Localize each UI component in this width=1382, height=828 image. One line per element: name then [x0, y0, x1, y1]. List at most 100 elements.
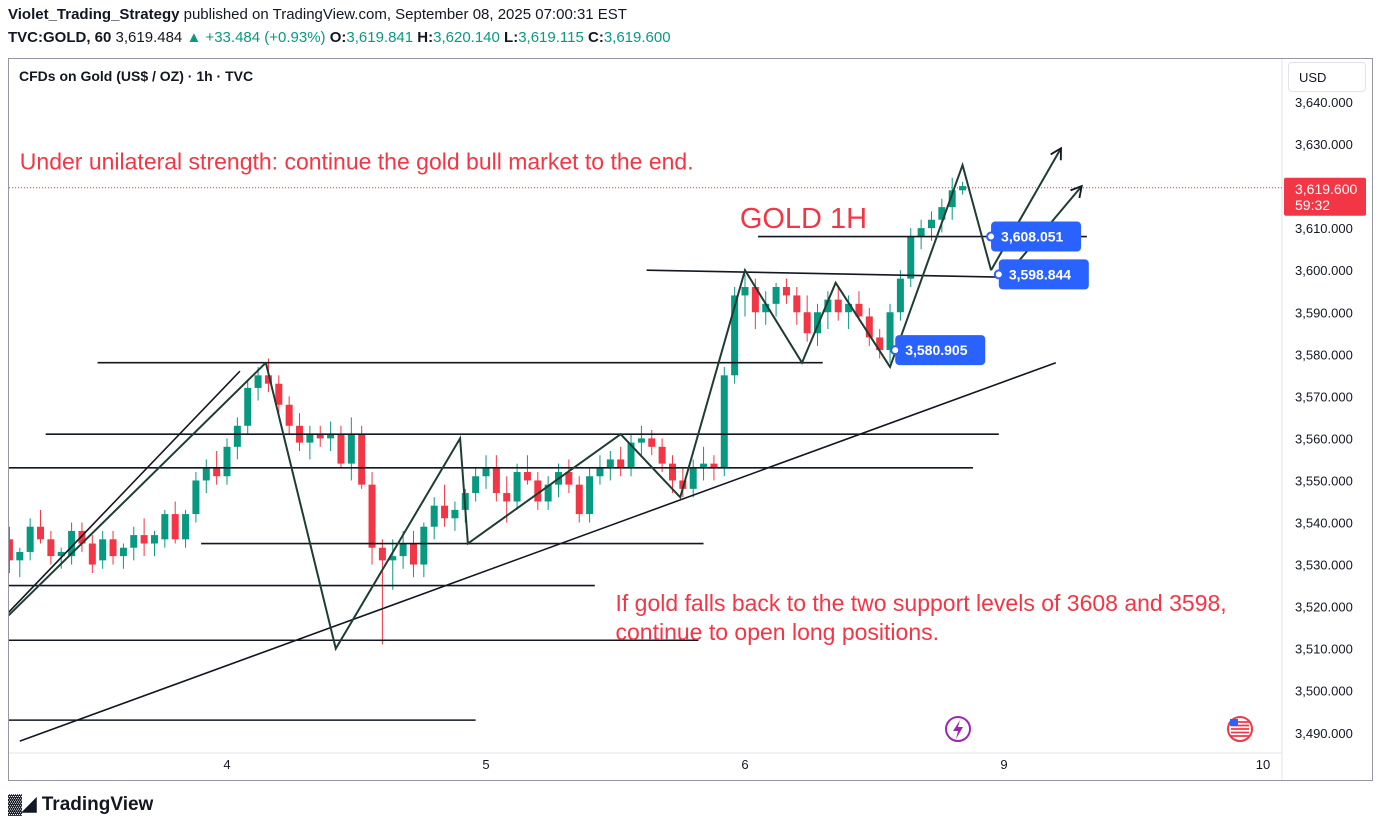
annotation-text[interactable]: Under unilateral strength: continue the …: [20, 148, 694, 174]
author-name[interactable]: Violet_Trading_Strategy: [8, 6, 180, 23]
price-label[interactable]: 3,598.844: [993, 259, 1089, 290]
candle-body: [420, 526, 428, 565]
trend-line[interactable]: [0, 370, 241, 665]
candle: [327, 421, 335, 452]
candle-body: [327, 434, 335, 439]
candle-body: [119, 547, 127, 557]
candle: [627, 434, 635, 477]
annotation-text[interactable]: GOLD 1H: [740, 203, 867, 235]
candle: [306, 425, 314, 460]
wave-path-left[interactable]: [0, 361, 267, 666]
price-label[interactable]: 3,608.051: [986, 221, 1082, 252]
candle: [389, 539, 397, 590]
candle: [171, 501, 179, 544]
candle-body: [689, 467, 697, 489]
candle: [803, 295, 811, 342]
candle: [534, 472, 542, 510]
lightning-event-icon[interactable]: [945, 716, 971, 742]
price-change: ▲ +33.484 (+0.93%): [186, 29, 326, 46]
candle: [192, 472, 200, 523]
wave-path[interactable]: [264, 161, 993, 652]
candle-body: [793, 295, 801, 313]
candle-body: [886, 312, 894, 351]
candle-body: [731, 295, 739, 376]
candle: [233, 417, 241, 460]
candle-body: [606, 459, 614, 468]
candle-body: [492, 467, 500, 494]
currency-selector[interactable]: USD: [1288, 62, 1366, 92]
candle: [834, 287, 842, 321]
ohlc-line: TVC:GOLD, 60 3,619.484 ▲ +33.484 (+0.93%…: [8, 29, 671, 46]
candle-body: [648, 438, 656, 447]
annotation-text[interactable]: continue to open long positions.: [616, 619, 940, 645]
y-tick-label: 3,490.000: [1295, 726, 1353, 741]
candle: [668, 455, 676, 494]
candle: [451, 501, 459, 531]
high-label: H:: [417, 29, 434, 46]
candle-body: [161, 514, 169, 540]
candle: [762, 291, 770, 325]
y-tick-label: 3,570.000: [1295, 389, 1353, 404]
price-label-text: 3,598.844: [1009, 266, 1071, 282]
candle: [575, 476, 583, 523]
candle-body: [347, 434, 355, 464]
candle: [285, 396, 293, 435]
candle-body: [57, 551, 65, 557]
candle-body: [668, 463, 676, 481]
y-tick-label: 3,540.000: [1295, 516, 1353, 531]
candle-body: [171, 514, 179, 540]
candle: [741, 274, 749, 317]
candle-body: [523, 472, 531, 481]
candle: [244, 379, 252, 435]
candle: [544, 476, 552, 510]
candle-body: [264, 375, 272, 384]
candle-body: [544, 484, 552, 502]
candle: [617, 446, 625, 477]
us-flag-event-icon[interactable]: [1227, 716, 1253, 742]
y-tick-label: 3,640.000: [1295, 95, 1353, 110]
candle: [720, 366, 728, 477]
candle-body: [9, 539, 13, 561]
annotation-text[interactable]: If gold falls back to the two support le…: [616, 590, 1227, 616]
candle: [938, 198, 946, 233]
candle-body: [565, 472, 573, 485]
candle-body: [37, 526, 45, 540]
candle-body: [959, 186, 967, 191]
price-label-anchor: [993, 269, 1004, 280]
chart-frame: [8, 58, 1373, 781]
candle: [441, 484, 449, 527]
candle: [378, 539, 386, 645]
chart-title: CFDs on Gold (US$ / OZ) · 1h · TVC: [19, 68, 254, 84]
candle-body: [834, 299, 842, 313]
candle-body: [658, 446, 666, 464]
candle-body: [938, 207, 946, 220]
candle: [793, 287, 801, 325]
last-price-tag: [1284, 177, 1366, 216]
candle: [358, 425, 366, 489]
low-label: L:: [504, 29, 519, 46]
candle: [658, 438, 666, 473]
trend-line[interactable]: [19, 361, 1057, 742]
candle: [296, 413, 304, 452]
candle-body: [254, 375, 262, 388]
candle-body: [130, 535, 138, 548]
price-label[interactable]: 3,580.905: [890, 335, 986, 366]
candle-body: [441, 505, 449, 519]
candle-body: [451, 509, 459, 519]
candle-body: [876, 337, 884, 351]
candle-body: [285, 404, 293, 426]
candle-body: [627, 442, 635, 468]
x-tick-label: 5: [482, 757, 489, 772]
candle: [586, 467, 594, 523]
candle-body: [140, 535, 148, 544]
candle: [482, 455, 490, 489]
plot-area: Under unilateral strength: continue the …: [0, 146, 1282, 742]
candle-body: [803, 312, 811, 334]
candle-body: [637, 438, 645, 443]
candle: [399, 530, 407, 569]
candle: [772, 282, 780, 317]
publish-line: Violet_Trading_Strategy published on Tra…: [8, 6, 627, 23]
candle-body: [202, 467, 210, 481]
y-tick-label: 3,560.000: [1295, 431, 1353, 446]
